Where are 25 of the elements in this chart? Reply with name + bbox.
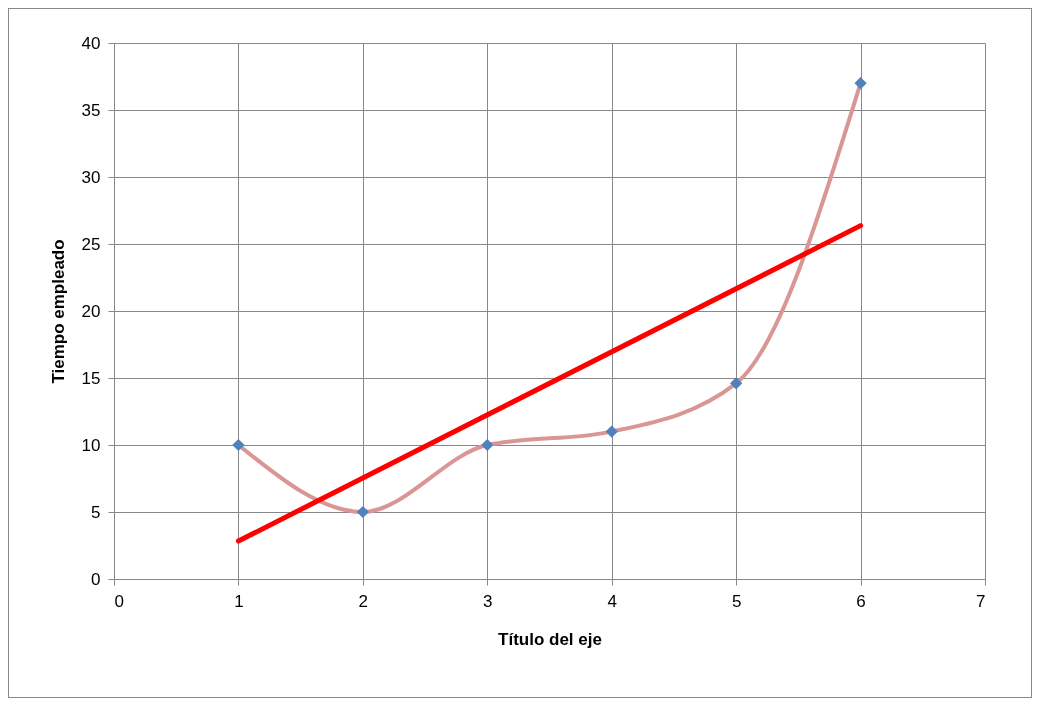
x-tick-label: 2 (358, 591, 369, 611)
point (356, 505, 369, 519)
x-tick-label: 5 (731, 591, 742, 611)
x-tick-label: 6 (856, 591, 866, 611)
x-tick-label: 3 (483, 591, 493, 611)
point (854, 77, 867, 90)
y-tick-label: 30 (81, 167, 101, 187)
y-tick-label: 0 (91, 569, 101, 589)
y-tick-label: 35 (81, 100, 101, 120)
point (481, 438, 494, 452)
point (605, 425, 618, 438)
y-tick-label: 25 (81, 234, 101, 254)
y-tick-label: 20 (81, 301, 101, 321)
point (232, 438, 245, 452)
x-tick-label: 4 (607, 591, 617, 611)
y-axis-title: Tiempo empleado (48, 239, 68, 384)
point (730, 377, 743, 390)
x-axis-title: Título del eje (498, 629, 602, 649)
y-tick-label: 10 (81, 435, 101, 455)
y-tick-label: 5 (91, 502, 101, 522)
x-tick-label: 1 (234, 591, 244, 611)
y-tick-label: 40 (81, 33, 101, 53)
x-tick-label: 7 (976, 591, 986, 611)
x-tick-label: 0 (114, 591, 124, 611)
y-tick-label: 15 (81, 368, 101, 388)
